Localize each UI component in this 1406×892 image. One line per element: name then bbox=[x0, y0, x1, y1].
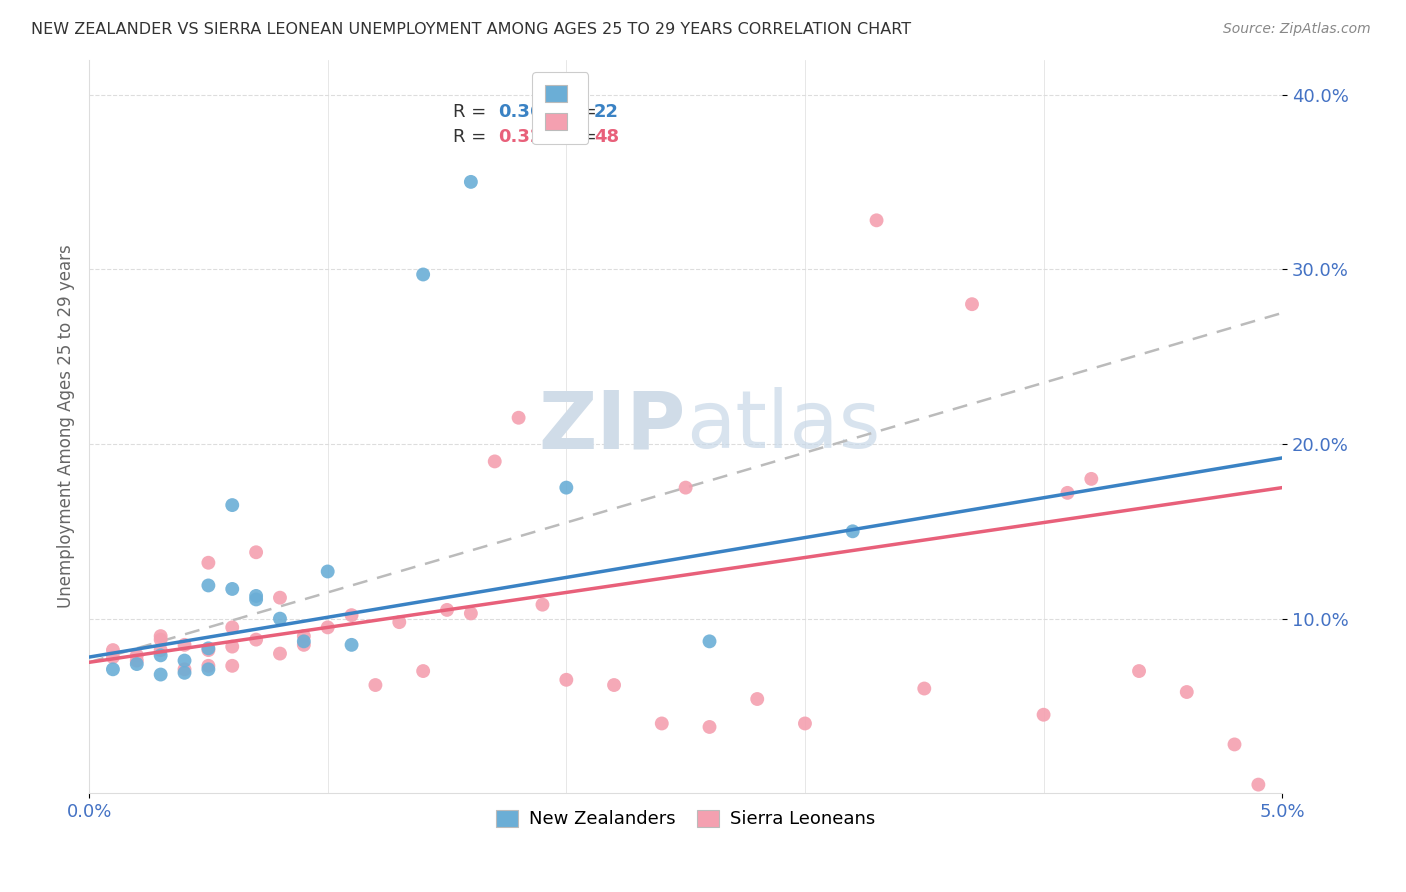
Text: N =: N = bbox=[551, 103, 602, 121]
Text: 48: 48 bbox=[593, 128, 619, 146]
Point bbox=[1056, 486, 1078, 500]
Text: R =: R = bbox=[453, 128, 492, 146]
Point bbox=[125, 654, 148, 668]
Point bbox=[197, 641, 219, 656]
Point bbox=[101, 650, 124, 665]
Point bbox=[912, 681, 935, 696]
Point bbox=[340, 638, 363, 652]
Text: Source: ZipAtlas.com: Source: ZipAtlas.com bbox=[1223, 22, 1371, 37]
Point bbox=[197, 578, 219, 592]
Point bbox=[508, 410, 530, 425]
Point bbox=[603, 678, 626, 692]
Point bbox=[699, 634, 721, 648]
Text: N =: N = bbox=[551, 128, 602, 146]
Point bbox=[436, 603, 458, 617]
Point bbox=[269, 612, 291, 626]
Point bbox=[1223, 738, 1246, 752]
Point bbox=[221, 498, 243, 512]
Point bbox=[245, 592, 267, 607]
Text: NEW ZEALANDER VS SIERRA LEONEAN UNEMPLOYMENT AMONG AGES 25 TO 29 YEARS CORRELATI: NEW ZEALANDER VS SIERRA LEONEAN UNEMPLOY… bbox=[31, 22, 911, 37]
Point bbox=[651, 716, 673, 731]
Point bbox=[197, 662, 219, 676]
Point bbox=[245, 545, 267, 559]
Point bbox=[197, 556, 219, 570]
Point bbox=[747, 692, 769, 706]
Text: 0.367: 0.367 bbox=[498, 103, 555, 121]
Point bbox=[269, 591, 291, 605]
Point bbox=[699, 720, 721, 734]
Point bbox=[675, 481, 697, 495]
Point bbox=[865, 213, 887, 227]
Point bbox=[149, 629, 172, 643]
Text: 22: 22 bbox=[593, 103, 619, 121]
Point bbox=[460, 175, 482, 189]
Point bbox=[125, 648, 148, 663]
Point bbox=[173, 638, 195, 652]
Point bbox=[292, 638, 315, 652]
Point bbox=[221, 640, 243, 654]
Point bbox=[221, 620, 243, 634]
Point bbox=[197, 643, 219, 657]
Legend: New Zealanders, Sierra Leoneans: New Zealanders, Sierra Leoneans bbox=[489, 803, 882, 836]
Point bbox=[555, 673, 578, 687]
Point bbox=[388, 615, 411, 629]
Point bbox=[1128, 664, 1150, 678]
Point bbox=[316, 565, 339, 579]
Point bbox=[1080, 472, 1102, 486]
Point bbox=[484, 454, 506, 468]
Point bbox=[364, 678, 387, 692]
Point bbox=[149, 648, 172, 663]
Point bbox=[1032, 707, 1054, 722]
Text: ZIP: ZIP bbox=[538, 387, 686, 466]
Point bbox=[221, 658, 243, 673]
Point bbox=[245, 632, 267, 647]
Point bbox=[960, 297, 983, 311]
Point bbox=[245, 589, 267, 603]
Text: 0.322: 0.322 bbox=[498, 128, 555, 146]
Text: R =: R = bbox=[453, 103, 492, 121]
Point bbox=[555, 481, 578, 495]
Point bbox=[1175, 685, 1198, 699]
Point bbox=[173, 662, 195, 676]
Point bbox=[173, 665, 195, 680]
Point bbox=[101, 643, 124, 657]
Point bbox=[460, 607, 482, 621]
Point bbox=[531, 598, 554, 612]
Point bbox=[269, 647, 291, 661]
Point bbox=[197, 658, 219, 673]
Point bbox=[316, 620, 339, 634]
Point bbox=[412, 268, 434, 282]
Point bbox=[1247, 778, 1270, 792]
Point bbox=[292, 629, 315, 643]
Text: atlas: atlas bbox=[686, 387, 880, 466]
Point bbox=[221, 582, 243, 596]
Y-axis label: Unemployment Among Ages 25 to 29 years: Unemployment Among Ages 25 to 29 years bbox=[58, 244, 75, 608]
Point bbox=[292, 634, 315, 648]
Point bbox=[149, 632, 172, 647]
Point bbox=[340, 608, 363, 623]
Point bbox=[149, 667, 172, 681]
Point bbox=[125, 657, 148, 671]
Point bbox=[149, 643, 172, 657]
Point bbox=[794, 716, 817, 731]
Point bbox=[173, 654, 195, 668]
Point bbox=[841, 524, 863, 539]
Point bbox=[412, 664, 434, 678]
Point bbox=[101, 662, 124, 676]
